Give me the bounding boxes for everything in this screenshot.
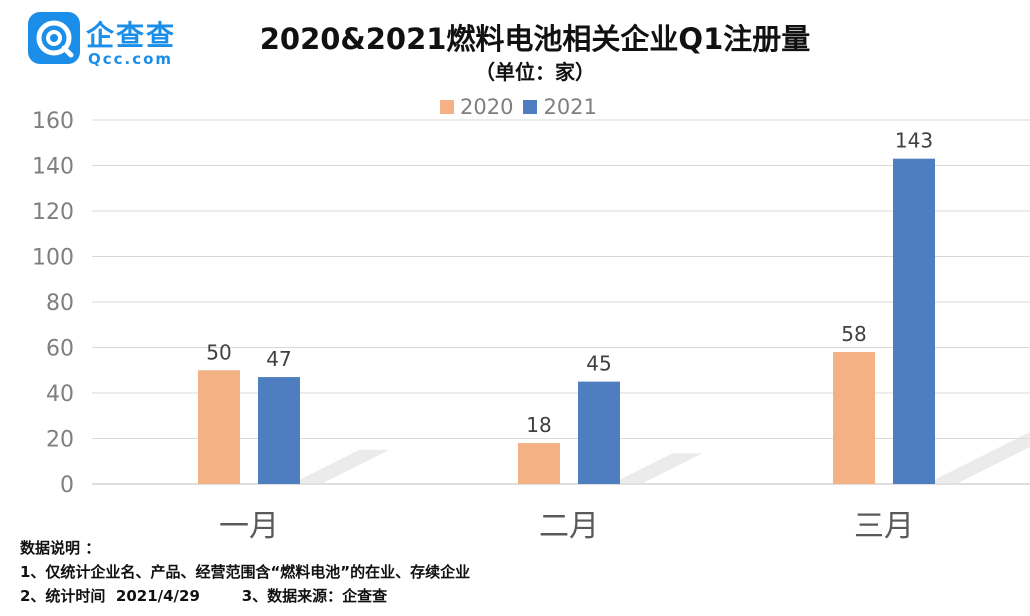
bar-2021-1 (578, 381, 620, 484)
bar-shadow-2 (926, 432, 1030, 484)
y-tick-label-160: 160 (32, 109, 74, 134)
bar-shadow-1 (611, 453, 703, 484)
y-tick-label-60: 60 (46, 337, 74, 362)
data-label-2020-1: 18 (526, 413, 551, 437)
data-label-2020-2: 58 (841, 322, 866, 346)
category-label-0: 一月 (219, 509, 279, 544)
chart-legend: 2020 2021 (440, 94, 607, 120)
legend-item-2021: 2021 (523, 95, 597, 119)
legend-swatch-2020 (440, 100, 454, 114)
y-tick-label-20: 20 (46, 428, 74, 453)
bar-2021-2 (893, 158, 935, 485)
qcc-logo-icon (28, 12, 80, 64)
notes-source: 3、数据来源：企查查 (241, 587, 388, 605)
y-tick-label-120: 120 (32, 200, 74, 225)
logo-domain: Qcc.com (88, 50, 174, 68)
y-tick-label-0: 0 (60, 473, 74, 498)
y-tick-label-140: 140 (32, 155, 74, 180)
bar-2020-1 (518, 443, 560, 484)
legend-label-2020: 2020 (460, 95, 514, 119)
category-label-2: 三月 (854, 509, 914, 544)
chart-title: 2020&2021燃料电池相关企业Q1注册量 (259, 22, 811, 56)
legend-swatch-2021 (523, 100, 538, 114)
bar-2021-0 (258, 377, 300, 484)
data-label-2021-1: 45 (586, 352, 611, 376)
y-tick-label-80: 80 (46, 291, 74, 316)
data-notes: 数据说明 ： 1、仅统计企业名、产品、经营范围含“燃料电池”的在业、存续企业 2… (20, 536, 470, 608)
data-label-2021-2: 143 (895, 129, 933, 153)
bar-2020-0 (198, 370, 240, 484)
legend-item-2020: 2020 (440, 95, 513, 119)
notes-heading: 数据说明 ： (20, 539, 101, 557)
legend-label-2021: 2021 (543, 95, 597, 119)
notes-line-2: 2、统计时间 2021/4/29 3、数据来源：企查查 (20, 584, 470, 608)
notes-line-1: 1、仅统计企业名、产品、经营范围含“燃料电池”的在业、存续企业 (20, 563, 471, 581)
data-label-2021-0: 47 (266, 347, 291, 371)
category-label-1: 二月 (539, 509, 599, 544)
y-tick-label-40: 40 (46, 382, 74, 407)
notes-date: 2、统计时间 2021/4/29 (20, 587, 200, 605)
bar-2020-2 (833, 352, 875, 484)
data-label-2020-0: 50 (206, 340, 231, 364)
bar-shadow-0 (291, 449, 390, 484)
qcc-logo: 企查查 Qcc.com (28, 12, 188, 70)
logo-name: 企查查 (86, 19, 177, 52)
chart-subtitle: （单位：家） (475, 60, 595, 84)
y-tick-label-100: 100 (32, 246, 74, 271)
